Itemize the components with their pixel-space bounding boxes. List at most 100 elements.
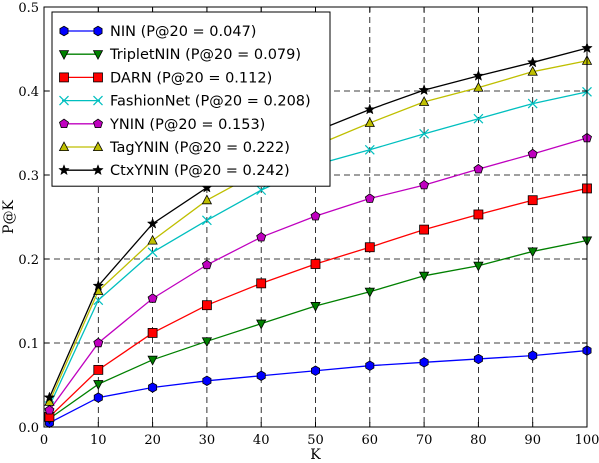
x-tick-label: 80 — [470, 433, 487, 448]
data-point — [419, 357, 429, 368]
marker-stroke — [419, 128, 430, 139]
data-point — [418, 271, 430, 282]
legend-label: TripletNIN (P@20 = 0.079) — [109, 47, 301, 63]
legend: NIN (P@20 = 0.047) TripletNIN (P@20 = 0.0… — [51, 11, 331, 187]
data-point — [256, 185, 267, 196]
data-point — [201, 215, 212, 226]
marker-stroke — [93, 95, 103, 106]
x-tick-label: 10 — [90, 433, 107, 448]
x-tick-label: 90 — [524, 433, 541, 448]
data-point — [148, 382, 158, 393]
data-point — [364, 287, 375, 298]
legend-item: TripletNIN (P@20 = 0.079) — [58, 47, 301, 63]
data-point — [147, 247, 158, 258]
data-point — [364, 242, 375, 253]
data-point — [528, 350, 538, 361]
axis-ticks: 0 10 20 30 40 50 60 70 80 90 100 0.0 0.1 0.2 0.3 0.4 0.5 — [18, 1, 599, 448]
y-tick-label: 0.0 — [18, 421, 39, 436]
series-4 — [44, 132, 592, 415]
data-point — [473, 81, 484, 92]
x-axis-label: K — [310, 447, 321, 463]
data-point — [419, 128, 430, 139]
legend-label: FashionNet (P@20 = 0.208) — [110, 94, 311, 110]
legend-label: NIN (P@20 = 0.047) — [110, 24, 256, 40]
data-point — [473, 163, 484, 174]
x-tick-label: 20 — [144, 433, 161, 448]
legend-item: YNIN (P@20 = 0.153) — [59, 117, 265, 133]
data-point — [44, 404, 55, 415]
data-point — [418, 84, 430, 96]
marker-stroke — [473, 113, 484, 124]
data-point — [93, 392, 103, 403]
y-tick-label: 0.1 — [18, 337, 39, 352]
series-0 — [44, 345, 592, 428]
data-point — [93, 380, 104, 390]
data-point — [147, 234, 158, 245]
data-point — [310, 302, 321, 312]
data-point — [473, 209, 484, 220]
legend-box — [51, 11, 331, 187]
legend-item: CtxYNIN (P@20 = 0.242) — [58, 163, 290, 179]
legend-marker — [59, 72, 69, 83]
data-point — [364, 144, 375, 155]
legend-label: CtxYNIN (P@20 = 0.242) — [110, 163, 290, 179]
data-point — [310, 259, 321, 269]
data-point — [93, 337, 104, 348]
data-point — [311, 365, 320, 376]
legend-marker — [59, 95, 69, 106]
data-point — [256, 319, 267, 330]
data-point — [363, 103, 376, 115]
data-point — [147, 355, 158, 366]
data-point — [527, 247, 538, 258]
y-tick-label: 0.3 — [18, 169, 39, 184]
x-tick-label: 100 — [575, 433, 599, 448]
data-point — [202, 375, 212, 386]
legend-marker — [59, 25, 69, 37]
legend-label: YNIN (P@20 = 0.153) — [109, 117, 265, 133]
data-point — [256, 231, 267, 242]
legend-marker — [93, 95, 103, 106]
legend-label: DARN (P@20 = 0.112) — [110, 70, 272, 86]
x-tick-label: 30 — [199, 433, 216, 448]
y-tick-label: 0.4 — [18, 85, 39, 100]
data-point — [473, 261, 484, 272]
legend-marker — [59, 118, 69, 129]
y-tick-label: 0.5 — [18, 1, 39, 16]
data-point — [419, 224, 430, 235]
data-point — [146, 217, 159, 229]
data-point — [201, 337, 213, 348]
legend-marker — [93, 72, 103, 83]
data-point — [201, 194, 213, 205]
marker-stroke — [527, 98, 538, 109]
x-tick-label: 0 — [40, 433, 48, 448]
data-point — [43, 391, 56, 403]
y-tick-label: 0.2 — [18, 253, 39, 268]
data-point — [364, 117, 375, 127]
legend-item: FashionNet (P@20 = 0.208) — [59, 94, 311, 110]
x-tick-label: 60 — [362, 433, 379, 448]
marker-stroke — [93, 295, 104, 306]
x-tick-label: 50 — [307, 433, 324, 448]
data-point — [147, 328, 158, 338]
data-point — [201, 300, 212, 311]
data-point — [526, 56, 539, 68]
data-point — [527, 98, 538, 109]
data-point — [527, 195, 538, 206]
data-point — [473, 353, 483, 365]
data-point — [418, 96, 430, 106]
legend-item: NIN (P@20 = 0.047) — [59, 24, 256, 40]
series-line — [49, 349, 588, 424]
marker-stroke — [147, 247, 158, 258]
data-point — [527, 65, 538, 76]
legend-marker — [92, 164, 104, 176]
data-point — [365, 360, 375, 371]
data-point — [527, 148, 538, 159]
data-point — [93, 364, 104, 375]
data-point — [201, 259, 212, 270]
data-point — [419, 179, 430, 190]
x-tick-label: 40 — [253, 433, 270, 448]
legend-item: TagYNIN (P@20 = 0.222) — [58, 140, 290, 156]
legend-marker — [58, 141, 70, 152]
marker-stroke — [256, 185, 267, 196]
